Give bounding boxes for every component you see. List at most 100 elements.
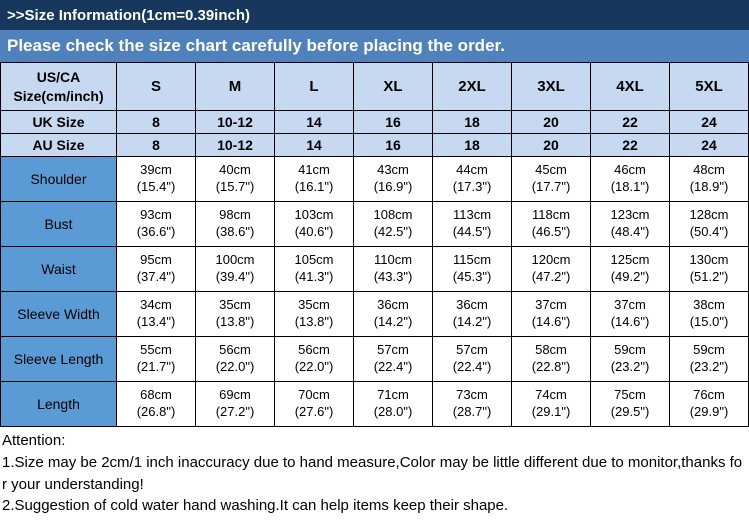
size-cell: S (116, 62, 196, 111)
measurement-cell: 46cm (18.1") (590, 156, 670, 202)
measurement-cell: 120cm (47.2") (511, 246, 591, 292)
size-cell: 18 (432, 133, 512, 157)
size-cell: 22 (590, 110, 670, 134)
measurement-cell: 57cm (22.4") (432, 336, 512, 382)
measurement-cell: 38cm (15.0") (669, 291, 749, 337)
measurement-cell: 71cm (28.0") (353, 381, 433, 427)
measurement-cell: 36cm (14.2") (353, 291, 433, 337)
measurement-cell: 44cm (17.3") (432, 156, 512, 202)
size-cell: 8 (116, 133, 196, 157)
size-cell: 10-12 (195, 133, 275, 157)
measurement-cell: 69cm (27.2") (195, 381, 275, 427)
table-row-uk-size: UK Size 8 10-12 14 16 18 20 22 24 (0, 110, 749, 134)
measurement-cell: 74cm (29.1") (511, 381, 591, 427)
row-label-us-ca-size: US/CA Size(cm/inch) (0, 62, 117, 111)
size-cell: 20 (511, 133, 591, 157)
size-cell: 4XL (590, 62, 670, 111)
attention-heading: Attention: (2, 432, 66, 449)
attention-section: Attention: 1.Size may be 2cm/1 inch inac… (0, 427, 749, 517)
measurement-cell: 75cm (29.5") (590, 381, 670, 427)
measurement-cell: 130cm (51.2") (669, 246, 749, 292)
measurement-cell: 35cm (13.8") (195, 291, 275, 337)
row-label-sleeve-width: Sleeve Width (0, 291, 117, 337)
measurement-cell: 37cm (14.6") (511, 291, 591, 337)
measurement-cell: 57cm (22.4") (353, 336, 433, 382)
measurement-cell: 105cm (41.3") (274, 246, 354, 292)
measurement-cell: 108cm (42.5") (353, 201, 433, 247)
page-subtitle: Please check the size chart carefully be… (7, 36, 505, 55)
measurement-cell: 39cm (15.4") (116, 156, 196, 202)
size-cell: 16 (353, 110, 433, 134)
measurement-cell: 110cm (43.3") (353, 246, 433, 292)
size-cell: 14 (274, 133, 354, 157)
measurement-cell: 73cm (28.7") (432, 381, 512, 427)
row-label-bust: Bust (0, 201, 117, 247)
measurement-cell: 36cm (14.2") (432, 291, 512, 337)
size-cell: 14 (274, 110, 354, 134)
table-row-shoulder: Shoulder 39cm (15.4") 40cm (15.7") 41cm … (0, 156, 749, 202)
size-cell: 3XL (511, 62, 591, 111)
size-cell: XL (353, 62, 433, 111)
measurement-cell: 128cm (50.4") (669, 201, 749, 247)
size-cell: L (274, 62, 354, 111)
measurement-cell: 45cm (17.7") (511, 156, 591, 202)
measurement-cell: 76cm (29.9") (669, 381, 749, 427)
measurement-cell: 41cm (16.1") (274, 156, 354, 202)
size-cell: 18 (432, 110, 512, 134)
row-label-length: Length (0, 381, 117, 427)
table-row-bust: Bust 93cm (36.6") 98cm (38.6") 103cm (40… (0, 201, 749, 247)
measurement-cell: 118cm (46.5") (511, 201, 591, 247)
measurement-cell: 95cm (37.4") (116, 246, 196, 292)
page-title: >>Size Information(1cm=0.39inch) (7, 6, 250, 24)
size-cell: 20 (511, 110, 591, 134)
measurement-cell: 35cm (13.8") (274, 291, 354, 337)
size-cell: 24 (669, 133, 749, 157)
size-cell: 8 (116, 110, 196, 134)
title-bar: >>Size Information(1cm=0.39inch) (0, 0, 749, 30)
measurement-cell: 103cm (40.6") (274, 201, 354, 247)
size-cell: M (195, 62, 275, 111)
row-label-waist: Waist (0, 246, 117, 292)
size-cell: 16 (353, 133, 433, 157)
subtitle-bar: Please check the size chart carefully be… (0, 30, 749, 62)
measurement-cell: 98cm (38.6") (195, 201, 275, 247)
measurement-cell: 59cm (23.2") (669, 336, 749, 382)
measurement-cell: 100cm (39.4") (195, 246, 275, 292)
size-cell: 22 (590, 133, 670, 157)
size-cell: 24 (669, 110, 749, 134)
measurement-cell: 56cm (22.0") (195, 336, 275, 382)
measurement-cell: 40cm (15.7") (195, 156, 275, 202)
size-cell: 10-12 (195, 110, 275, 134)
table-row-sleeve-length: Sleeve Length 55cm (21.7") 56cm (22.0") … (0, 336, 749, 382)
measurement-cell: 59cm (23.2") (590, 336, 670, 382)
measurement-cell: 58cm (22.8") (511, 336, 591, 382)
attention-note-2: 2.Suggestion of cold water hand washing.… (2, 497, 509, 515)
measurement-cell: 125cm (49.2") (590, 246, 670, 292)
table-row-sleeve-width: Sleeve Width 34cm (13.4") 35cm (13.8") 3… (0, 291, 749, 337)
table-row-length: Length 68cm (26.8") 69cm (27.2") 70cm (2… (0, 381, 749, 427)
row-label-au-size: AU Size (0, 133, 117, 157)
measurement-cell: 34cm (13.4") (116, 291, 196, 337)
measurement-cell: 37cm (14.6") (590, 291, 670, 337)
measurement-cell: 68cm (26.8") (116, 381, 196, 427)
size-cell: 5XL (669, 62, 749, 111)
measurement-cell: 55cm (21.7") (116, 336, 196, 382)
measurement-cell: 123cm (48.4") (590, 201, 670, 247)
row-label-sleeve-length: Sleeve Length (0, 336, 117, 382)
measurement-cell: 115cm (45.3") (432, 246, 512, 292)
measurement-cell: 48cm (18.9") (669, 156, 749, 202)
measurement-cell: 113cm (44.5") (432, 201, 512, 247)
measurement-cell: 70cm (27.6") (274, 381, 354, 427)
row-label-shoulder: Shoulder (0, 156, 117, 202)
size-chart-table: US/CA Size(cm/inch) S M L XL 2XL 3XL 4XL… (0, 62, 749, 427)
table-row-au-size: AU Size 8 10-12 14 16 18 20 22 24 (0, 133, 749, 157)
table-row-us-ca-size: US/CA Size(cm/inch) S M L XL 2XL 3XL 4XL… (0, 62, 749, 111)
size-cell: 2XL (432, 62, 512, 111)
row-label-uk-size: UK Size (0, 110, 117, 134)
measurement-cell: 43cm (16.9") (353, 156, 433, 202)
attention-note-1: 1.Size may be 2cm/1 inch inaccuracy due … (2, 453, 743, 493)
measurement-cell: 93cm (36.6") (116, 201, 196, 247)
table-row-waist: Waist 95cm (37.4") 100cm (39.4") 105cm (… (0, 246, 749, 292)
measurement-cell: 56cm (22.0") (274, 336, 354, 382)
